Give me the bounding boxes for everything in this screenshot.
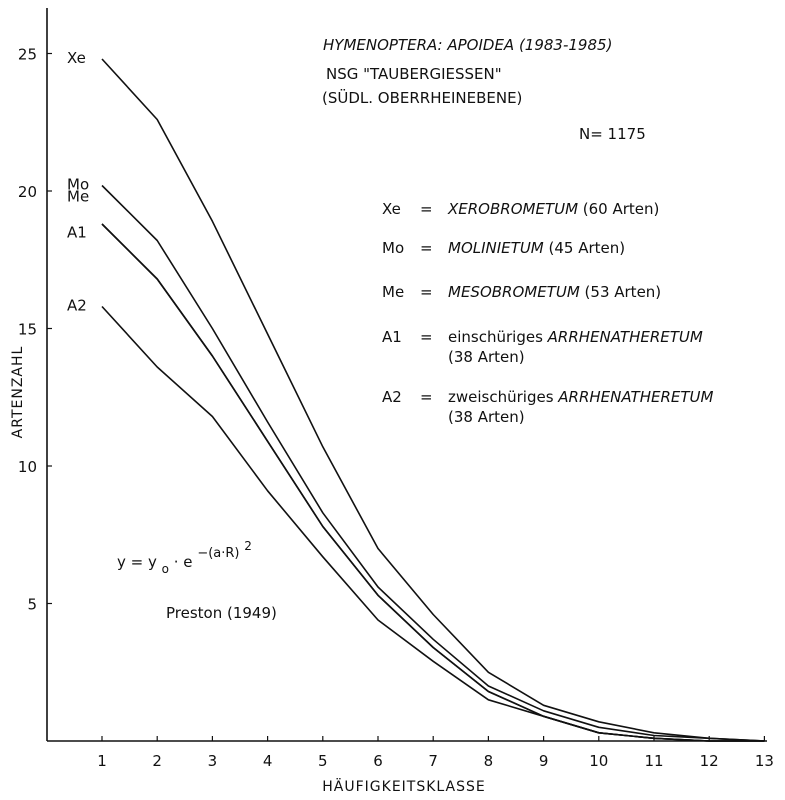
citation: Preston (1949): [166, 604, 277, 622]
series-label-xe: Xe: [67, 49, 86, 67]
y-tick-label: 15: [18, 321, 37, 339]
legend-name: XEROBROMETUM: [447, 200, 578, 218]
legend-item-xe: Xe = XEROBROMETUM (60 Arten): [382, 200, 659, 218]
x-tick-label: 7: [428, 752, 438, 770]
series-line-me: [101, 223, 765, 742]
chart-subtitle-2: (SÜDL. OBERRHEINEBENE): [322, 88, 522, 107]
x-tick-label: 6: [373, 752, 383, 770]
legend-text: MOLINIETUM (45 Arten): [448, 239, 625, 257]
x-tick-label: 9: [539, 752, 549, 770]
legend-line2: (38 Arten): [448, 348, 525, 366]
formula: y = y o · e −(a·R) 2: [117, 539, 252, 577]
legend-prefix: zweischüriges: [448, 388, 558, 406]
legend-name: ARRHENATHERETUM: [557, 388, 713, 406]
legend-code: Mo: [382, 239, 404, 257]
chart-subtitle-1: NSG "TAUBERGIESSEN": [326, 65, 502, 83]
x-axis-title: HÄUFIGKEITSKLASSE: [322, 777, 485, 795]
series-line-mo: [101, 184, 765, 742]
formula-sub: o: [162, 562, 169, 576]
axes: [46, 8, 767, 742]
legend-text: einschüriges ARRHENATHERETUM: [448, 328, 703, 346]
legend-prefix: einschüriges: [448, 328, 548, 346]
legend: Xe = XEROBROMETUM (60 Arten) Mo = MOLINIETUM …: [382, 200, 713, 426]
series-line-a2: [101, 305, 765, 742]
legend-text: XEROBROMETUM (60 Arten): [447, 200, 659, 218]
legend-equals: =: [420, 239, 433, 257]
svg-text:y = y o · e: y = y o · e −(a·R) 2: [117, 539, 252, 577]
y-axis-title: ARTENZAHL: [10, 346, 26, 439]
y-tick-label: 25: [18, 46, 37, 64]
formula-mid: · e: [174, 553, 193, 571]
legend-text: MESOBROMETUM (53 Arten): [448, 283, 661, 301]
legend-name: MOLINIETUM: [448, 239, 544, 257]
x-tick-label: 11: [644, 752, 663, 770]
y-tick-label: 10: [18, 458, 37, 476]
series-lines: [101, 58, 765, 742]
legend-equals: =: [420, 388, 433, 406]
formula-exp: −(a·R): [197, 546, 239, 561]
legend-suffix: (45 Arten): [544, 239, 625, 257]
legend-equals: =: [420, 328, 433, 346]
legend-item-a1: A1 = einschüriges ARRHENATHERETUM (38 Arten…: [382, 328, 703, 366]
x-tick-label: 13: [755, 752, 774, 770]
sample-size: N= 1175: [579, 125, 646, 143]
legend-item-me: Me = MESOBROMETUM (53 Arten): [382, 283, 661, 301]
legend-item-mo: Mo = MOLINIETUM (45 Arten): [382, 239, 625, 257]
legend-code: Me: [382, 283, 404, 301]
legend-code: A1: [382, 328, 402, 346]
legend-code: Xe: [382, 200, 401, 218]
legend-code: A2: [382, 388, 402, 406]
formula-square: 2: [244, 539, 252, 553]
legend-equals: =: [420, 283, 433, 301]
formula-lhs: y = y: [117, 553, 157, 571]
x-tick-label: 12: [700, 752, 719, 770]
series-label-a2: A2: [67, 297, 87, 315]
x-tick-label: 5: [318, 752, 328, 770]
series-line-a1: [101, 223, 765, 742]
x-tick-label: 2: [152, 752, 162, 770]
x-tick-label: 1: [97, 752, 107, 770]
y-tick-label: 5: [27, 596, 37, 614]
series-label-a1: A1: [67, 223, 87, 241]
x-tick-label: 8: [484, 752, 494, 770]
series-label-mo: Mo: [67, 176, 89, 194]
legend-suffix: (60 Arten): [578, 200, 659, 218]
y-tick-label: 20: [18, 183, 37, 201]
legend-line2: (38 Arten): [448, 408, 525, 426]
legend-suffix: (53 Arten): [580, 283, 661, 301]
x-tick-label: 3: [208, 752, 218, 770]
legend-name: MESOBROMETUM: [448, 283, 580, 301]
series-line-xe: [101, 58, 765, 742]
legend-equals: =: [420, 200, 433, 218]
x-tick-label: 10: [589, 752, 608, 770]
legend-name: ARRHENATHERETUM: [547, 328, 703, 346]
chart-title: HYMENOPTERA: APOIDEA (1983-1985): [323, 36, 612, 54]
x-tick-label: 4: [263, 752, 273, 770]
legend-text: zweischüriges ARRHENATHERETUM: [448, 388, 713, 406]
series-label-me: Me: [67, 188, 89, 206]
legend-item-a2: A2 = zweischüriges ARRHENATHERETUM (38 Arte…: [382, 388, 713, 426]
